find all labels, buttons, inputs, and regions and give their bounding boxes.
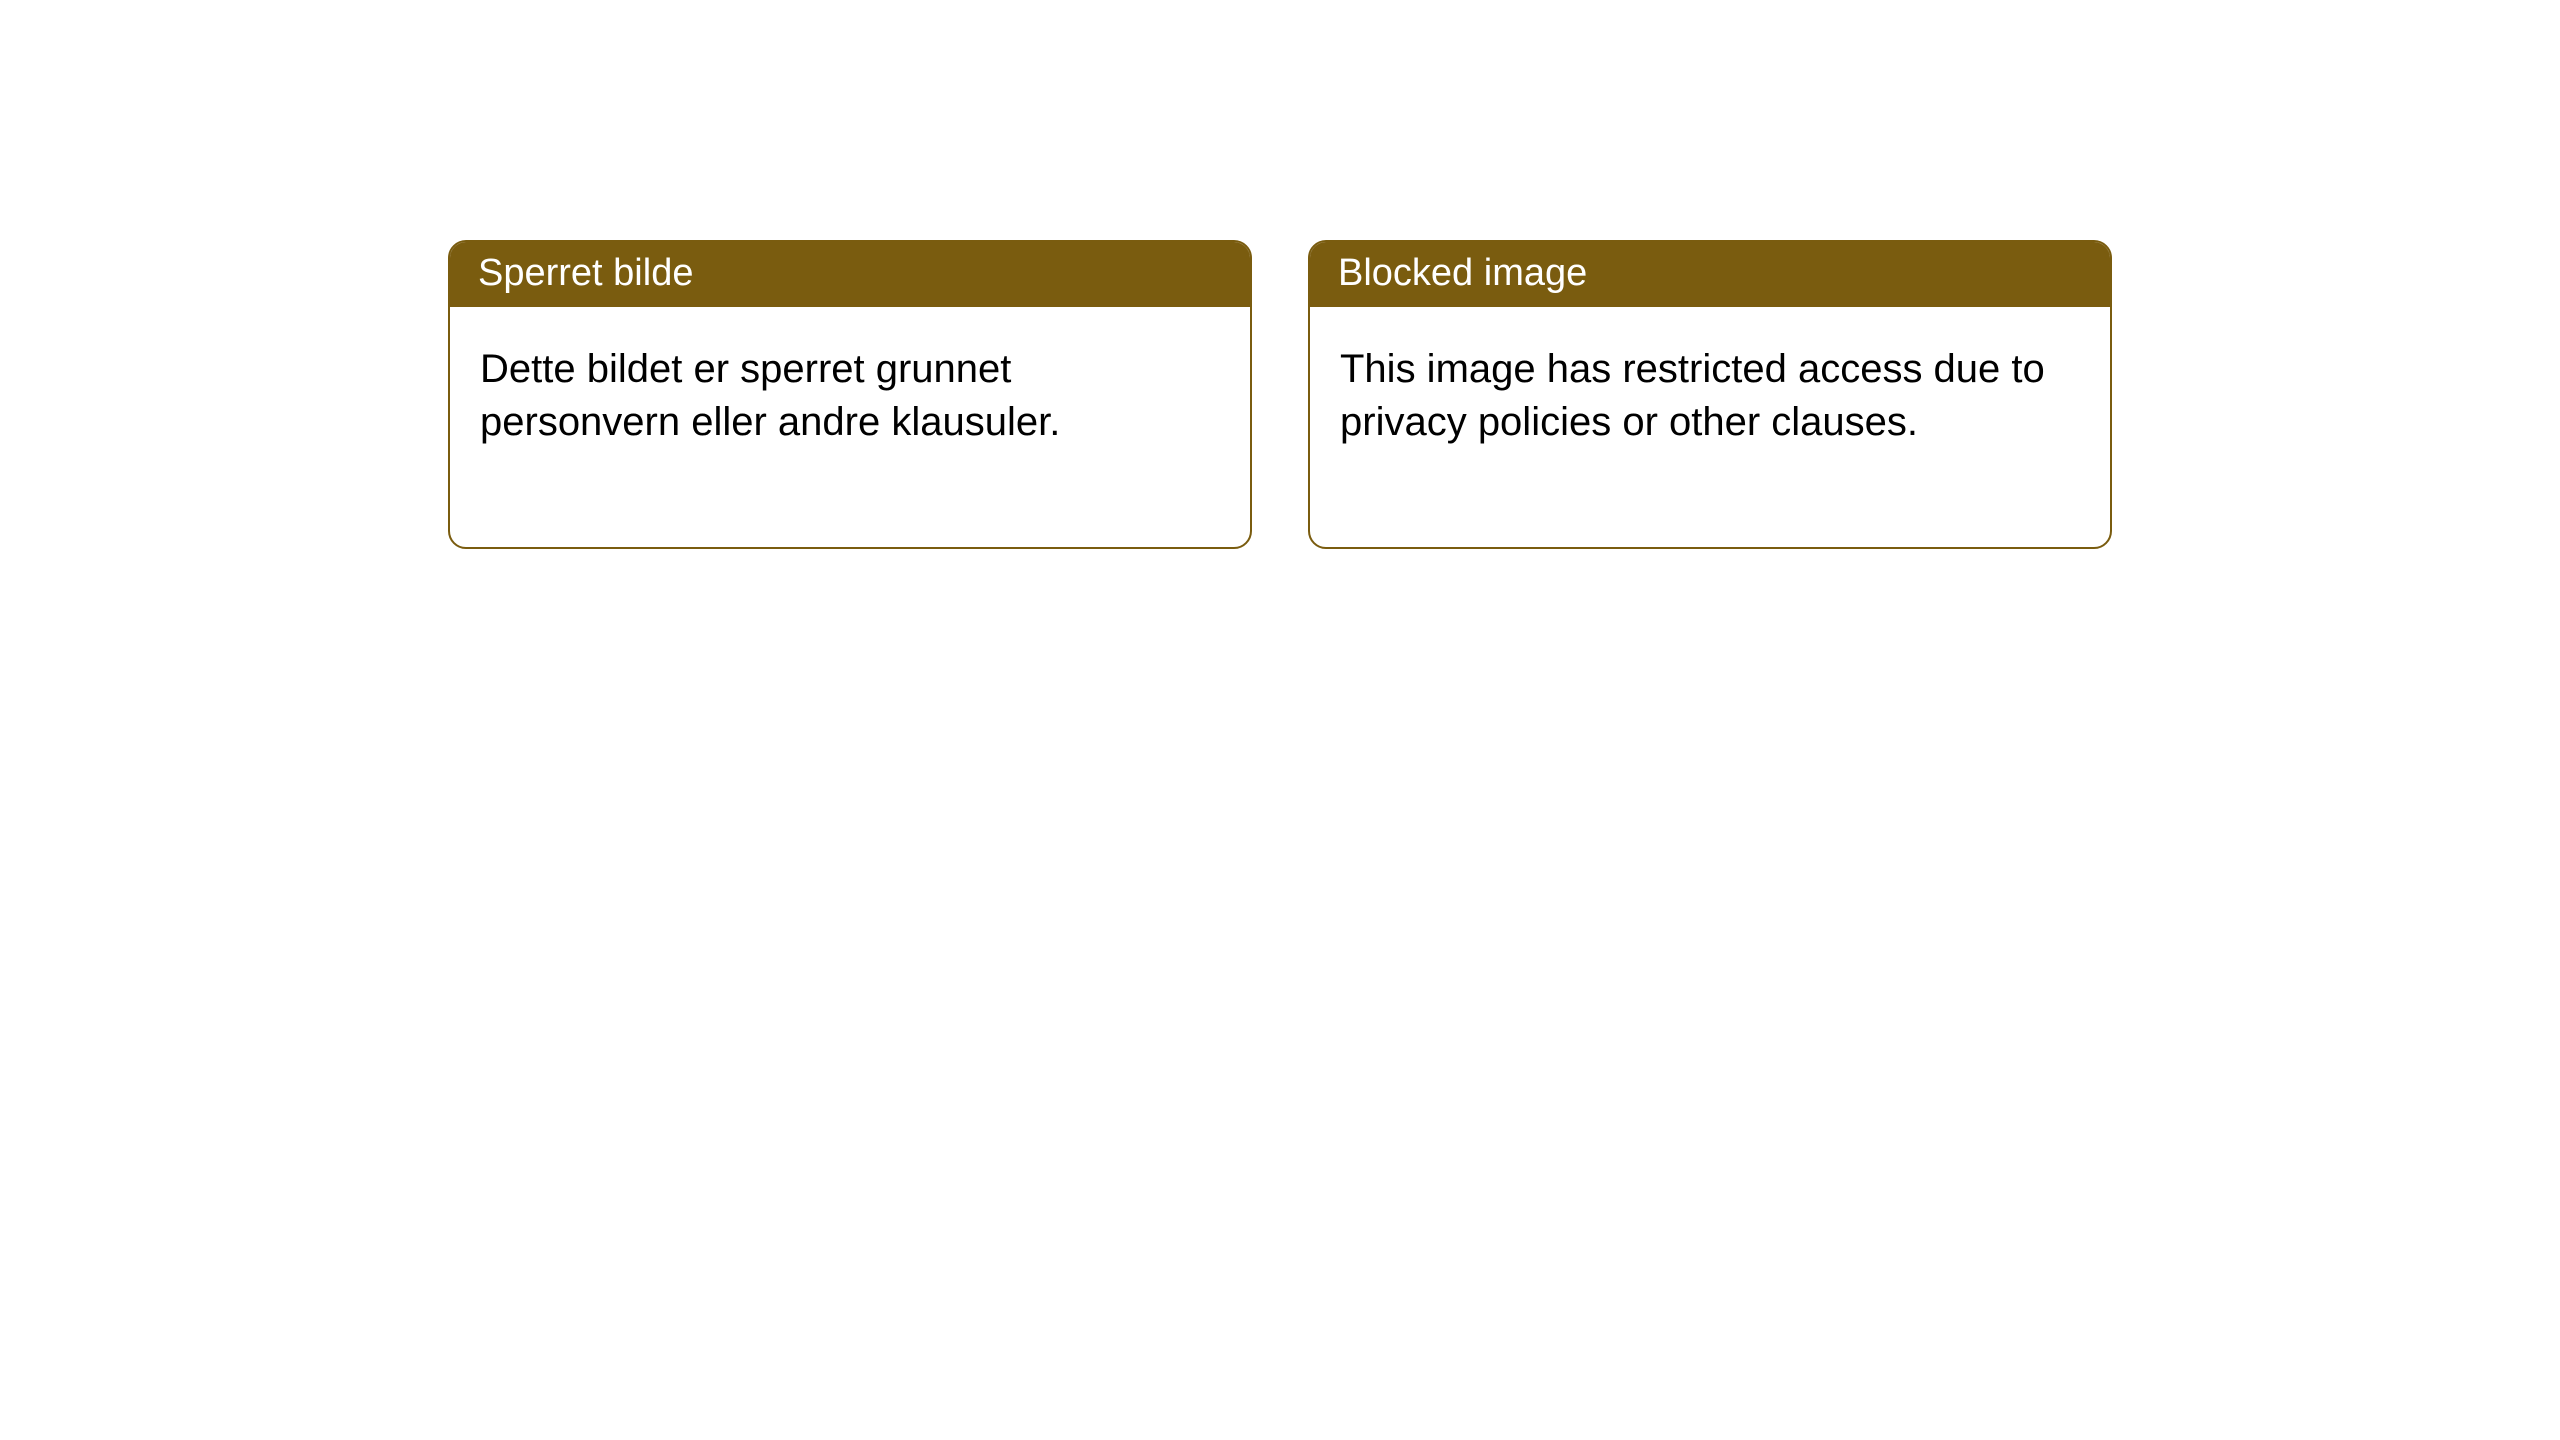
notice-title: Sperret bilde <box>478 252 693 294</box>
notice-box-english: Blocked image This image has restricted … <box>1308 240 2112 549</box>
notice-header: Blocked image <box>1310 242 2110 307</box>
notice-body: Dette bildet er sperret grunnet personve… <box>450 307 1250 547</box>
notice-body-text: This image has restricted access due to … <box>1340 347 2045 444</box>
notice-header: Sperret bilde <box>450 242 1250 307</box>
notice-title: Blocked image <box>1338 252 1587 294</box>
notice-box-norwegian: Sperret bilde Dette bildet er sperret gr… <box>448 240 1252 549</box>
notice-body-text: Dette bildet er sperret grunnet personve… <box>480 347 1060 444</box>
notice-body: This image has restricted access due to … <box>1310 307 2110 547</box>
notice-container: Sperret bilde Dette bildet er sperret gr… <box>0 0 2560 549</box>
